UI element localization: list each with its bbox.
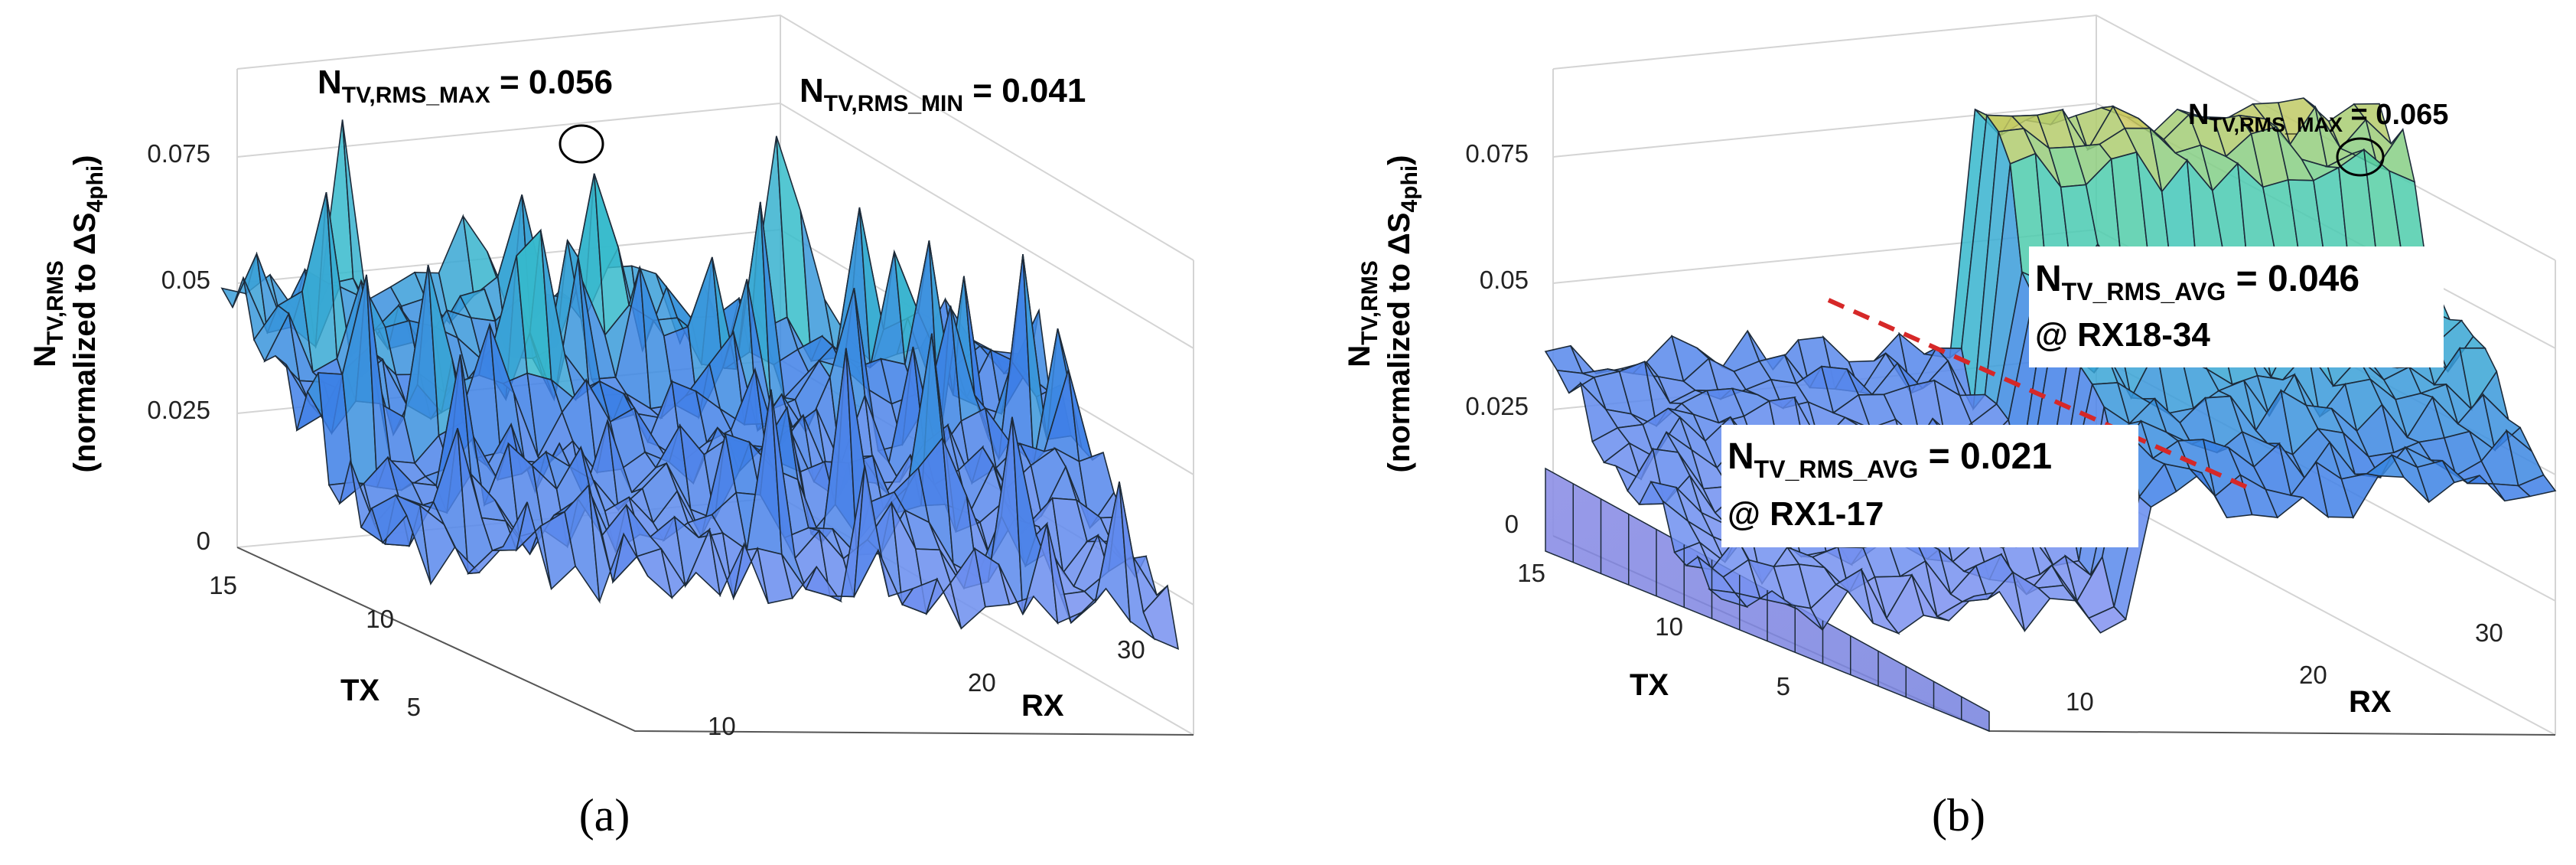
panel-a: 0.075 0.05 0.025 0 15 10 5 TX 10 20 30 R…: [28, 14, 1194, 841]
panel-a-max-annotation: NTV,RMS_MAX = 0.056: [318, 64, 613, 108]
panel-a-y-tick: 10: [366, 605, 394, 633]
panel-b-avg-high-range: @ RX18-34: [2035, 316, 2210, 354]
panel-b-z-tick: 0.025: [1465, 392, 1529, 420]
svg-text:(normalized to ΔS4phi): (normalized to ΔS4phi): [1382, 155, 1422, 473]
panel-a-z-label: NTV,RMS (normalized to ΔS4phi): [28, 155, 108, 473]
panel-a-y-label: TX: [340, 674, 379, 707]
surface-facet: [1142, 584, 1180, 651]
panel-a-y-tick: 15: [209, 571, 237, 599]
panel-b-region-divider: [1827, 298, 2255, 492]
panel-b-avg-high-box: NTV_RMS_AVG = 0.046 @ RX18-34: [2029, 246, 2444, 367]
panel-a-min-annotation: NTV,RMS_MIN = 0.041: [800, 72, 1086, 116]
panel-a-y-tick: 5: [407, 693, 421, 721]
panel-b-surface: [1544, 97, 2557, 733]
surface-facet: [2517, 474, 2557, 498]
svg-text:NTV,RMS: NTV,RMS: [28, 260, 68, 367]
panel-a-x-tick: 30: [1117, 635, 1145, 664]
panel-b-max-annotation: NTV,RMS_MAX = 0.065: [2188, 99, 2448, 136]
panel-b: 0.075 0.05 0.025 0 15 10 5 TX 10 20 30 R…: [1343, 14, 2557, 841]
panel-a-caption: (a): [579, 790, 630, 841]
panel-b-avg-low-range: @ RX1-17: [1728, 495, 1884, 533]
panel-b-caption: (b): [1932, 790, 1985, 841]
panel-b-max-marker: [2336, 137, 2385, 177]
panel-a-surface: [220, 119, 1180, 651]
panel-b-z-tick: 0: [1505, 510, 1519, 538]
panel-a-x-tick: 20: [968, 668, 996, 697]
panel-a-base-axes: [236, 547, 1194, 736]
panel-a-z-tick: 0.075: [147, 139, 210, 168]
svg-text:(normalized to ΔS4phi): (normalized to ΔS4phi): [68, 155, 108, 473]
panel-b-avg-low-annotation: NTV_RMS_AVG = 0.021: [1728, 436, 2052, 483]
panel-b-x-tick: 30: [2475, 619, 2503, 647]
panel-b-z-label: NTV,RMS (normalized to ΔS4phi): [1343, 155, 1422, 473]
panel-b-avg-high-annotation: NTV_RMS_AVG = 0.046: [2035, 259, 2359, 305]
panel-b-z-tick: 0.075: [1465, 139, 1529, 168]
panel-b-y-label: TX: [1630, 668, 1669, 702]
panel-a-max-marker: [559, 124, 604, 164]
panel-a-x-tick: 10: [708, 712, 736, 740]
panel-b-z-tick: 0.05: [1480, 266, 1529, 294]
panel-a-z-tick: 0.025: [147, 396, 210, 424]
panel-b-avg-low-box: NTV_RMS_AVG = 0.021 @ RX1-17: [1721, 425, 2138, 547]
panel-b-y-tick: 15: [1517, 559, 1545, 587]
panel-b-y-tick: 10: [1655, 612, 1683, 641]
panel-b-x-tick: 20: [2299, 661, 2327, 689]
svg-text:NTV,RMS: NTV,RMS: [1343, 260, 1382, 367]
panel-b-x-tick: 10: [2066, 687, 2094, 716]
panel-a-z-tick: 0.05: [161, 266, 210, 294]
panel-a-z-tick: 0: [197, 527, 210, 555]
panel-a-x-label: RX: [1021, 689, 1064, 723]
panel-b-x-label: RX: [2349, 685, 2392, 719]
panel-b-y-tick: 5: [1776, 672, 1790, 700]
